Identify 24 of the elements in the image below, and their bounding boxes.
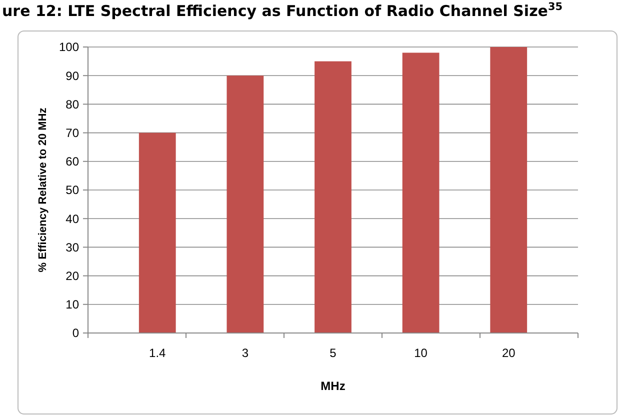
y-tick-label: 100 bbox=[58, 40, 80, 54]
y-tick-label: 40 bbox=[66, 212, 80, 226]
bar bbox=[314, 61, 352, 333]
y-tick-label: 60 bbox=[66, 154, 80, 169]
y-tick-label: 50 bbox=[66, 183, 80, 198]
bar bbox=[490, 47, 528, 333]
x-tick-label: 10 bbox=[414, 346, 428, 360]
y-tick-label: 10 bbox=[66, 298, 80, 312]
x-axis-title: MHz bbox=[320, 379, 346, 393]
y-tick-label: 20 bbox=[66, 269, 80, 283]
y-tick-label: 90 bbox=[66, 68, 80, 83]
x-tick-label: 20 bbox=[502, 346, 516, 360]
x-tick-label: 3 bbox=[242, 346, 249, 360]
y-tick-label: 30 bbox=[66, 240, 80, 254]
x-tick-label: 5 bbox=[330, 346, 337, 360]
bar bbox=[402, 52, 440, 333]
y-tick-label: 80 bbox=[66, 97, 80, 112]
y-axis-title: % Efficiency Relative to 20 MHz bbox=[37, 107, 49, 272]
y-tick-label: 0 bbox=[72, 326, 80, 340]
bar bbox=[226, 76, 264, 333]
y-tick-label: 70 bbox=[66, 126, 80, 140]
chart-title: ure 12: LTE Spectral Efficiency as Function of Radio Channel Size$^{35}$ bbox=[2, 1, 563, 20]
x-tick-label: 1.4 bbox=[149, 346, 166, 360]
bar bbox=[138, 132, 176, 333]
